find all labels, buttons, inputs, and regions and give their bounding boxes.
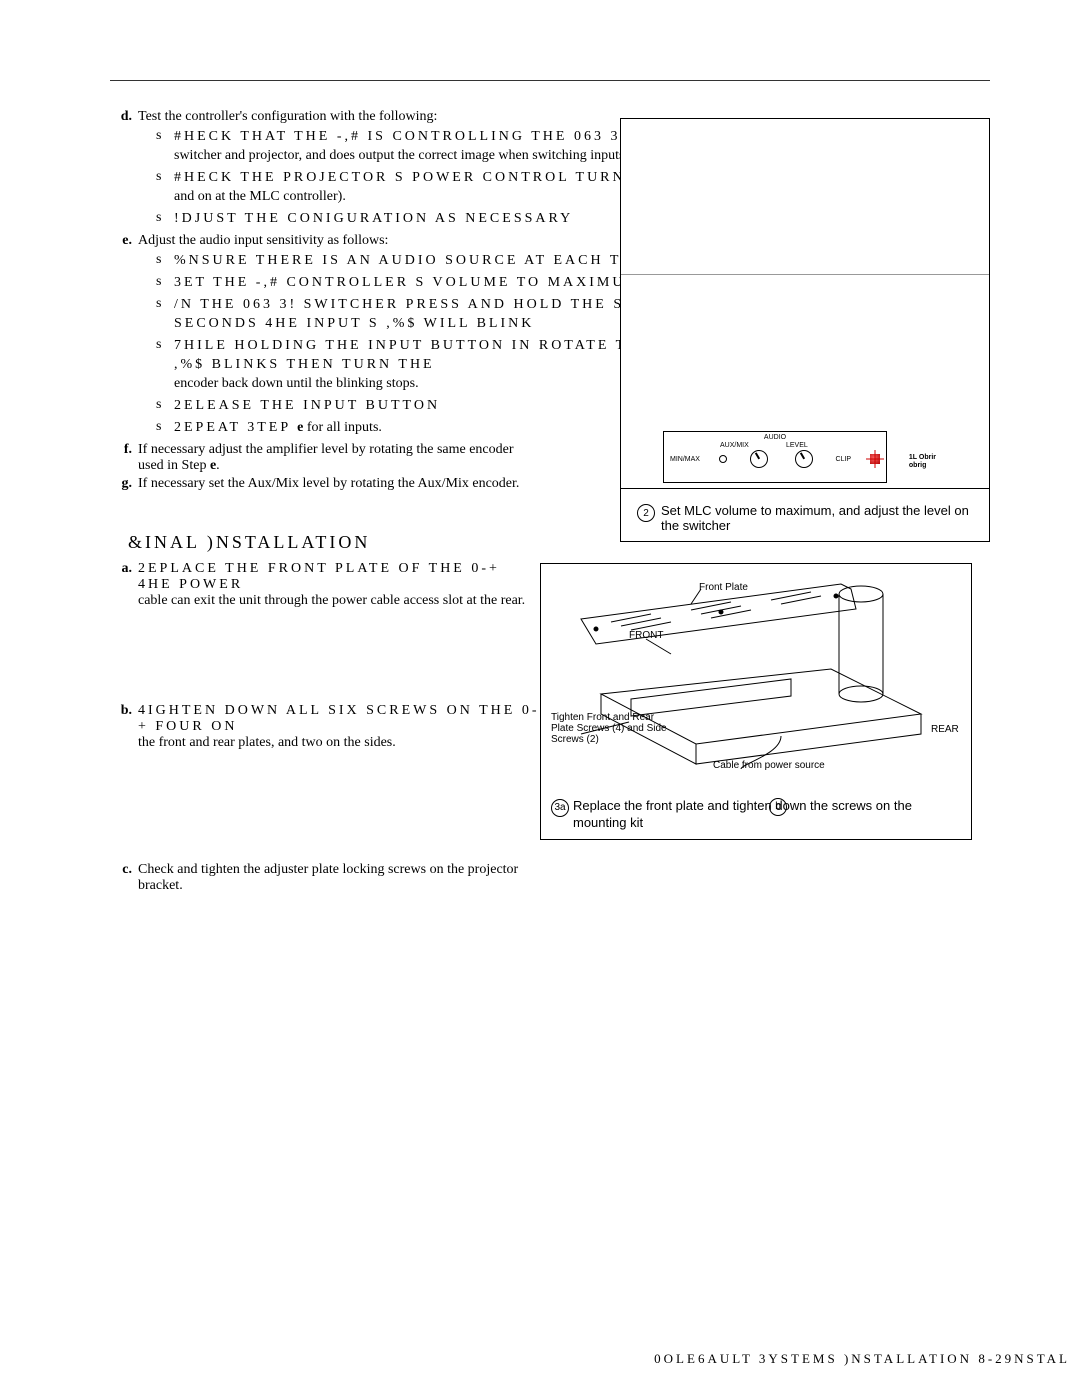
d-sub-1-tracked: #HECK THE PROJECTOR S POWER CONTROL TURN… [174, 170, 692, 185]
item-g: g. If necessary set the Aux/Mix level by… [110, 476, 540, 492]
final-b-letter: b. [110, 703, 138, 751]
final-a-plain: cable can exit the unit through the powe… [138, 593, 525, 608]
fig2-front: FRONT [629, 630, 663, 641]
item-letter-e: e. [110, 233, 138, 440]
minmax-label: MIN/MAX [670, 456, 700, 463]
panel-title: AUDIO [764, 434, 786, 441]
fig2-rear: REAR [931, 724, 959, 735]
e-sub-5-pre: 2EPEAT 3TEP [174, 420, 297, 435]
page-footer: 0OLE6AULT 3YSTEMS )NSTALLATION 8-29NSTAL [654, 1351, 1070, 1367]
figure-2: Front Plate FRONT REAR Tighten Front and… [540, 563, 972, 840]
level-label: LEVEL [786, 442, 808, 449]
fig2-badge-b: b [769, 798, 787, 816]
fig2-caption-text: Replace the front plate and tighten down… [573, 798, 912, 829]
item-letter-f: f. [110, 442, 138, 474]
final-b: b. 4IGHTEN DOWN ALL SIX SCREWS ON THE 0-… [110, 703, 540, 751]
side-text-2: obrig [909, 462, 936, 470]
e-sub-1-tracked: 3ET THE -,# CONTROLLER S VOLUME TO MAXIM… [174, 275, 641, 290]
fig2-tighten: Tighten Front and Rear Plate Screws (4) … [551, 712, 671, 745]
final-c-text: Check and tighten the adjuster plate loc… [138, 862, 540, 894]
fig2-cable: Cable from power source [713, 760, 825, 771]
final-b-tracked: 4IGHTEN DOWN ALL SIX SCREWS ON THE 0-+ F… [138, 703, 539, 734]
side-text-1: 1L Obrir [909, 454, 936, 462]
page: AUDIO AUX/MIX LEVEL MIN/MAX CLIP 1L Obri… [0, 0, 1080, 1397]
figure-1-caption-text: Set MLC volume to maximum, and adjust th… [661, 503, 979, 533]
figure-1-badge: 2 [637, 504, 655, 522]
item-letter-d: d. [110, 109, 138, 231]
final-c: c. Check and tighten the adjuster plate … [110, 862, 540, 894]
top-rule [110, 80, 990, 81]
e-sub-4-tracked: 2ELEASE THE INPUT BUTTON [174, 398, 440, 413]
figure-2-caption: 3a Replace the front plate and tighten d… [541, 794, 971, 839]
d-sub-1-plain: and on at the MLC controller). [174, 189, 346, 204]
item-f-pre: If necessary adjust the amplifier level … [138, 442, 514, 473]
aux-label: AUX/MIX [720, 442, 749, 449]
level-knob [795, 450, 813, 468]
final-b-plain: the front and rear plates, and two on th… [138, 735, 396, 750]
d-sub-0-plain: switcher and projector, and does output … [174, 148, 628, 163]
clip-led [870, 454, 880, 464]
final-a: a. 2EPLACE THE FRONT PLATE OF THE 0-+ 4H… [110, 561, 540, 609]
item-g-text: If necessary set the Aux/Mix level by ro… [138, 476, 540, 492]
fig2-badge-a: 3a [551, 799, 569, 817]
d-sub-0-tracked: #HECK THAT THE -,# IS CONTROLLING THE 06… [174, 129, 628, 144]
audio-panel: AUDIO AUX/MIX LEVEL MIN/MAX CLIP 1L Obri… [663, 431, 887, 483]
aux-knob [750, 450, 768, 468]
figure-1-caption: 2 Set MLC volume to maximum, and adjust … [637, 503, 979, 533]
item-letter-g: g. [110, 476, 138, 492]
final-c-letter: c. [110, 862, 138, 894]
final-a-letter: a. [110, 561, 138, 609]
final-a-tracked: 2EPLACE THE FRONT PLATE OF THE 0-+ 4HE P… [138, 561, 500, 592]
e-sub-3-plain: encoder back down until the blinking sto… [174, 376, 419, 391]
item-f-suf: . [216, 458, 220, 473]
item-f: f. If necessary adjust the amplifier lev… [110, 442, 520, 474]
e-sub-5-suf: for all inputs. [303, 420, 382, 435]
d-sub-2-tracked: !DJUST THE CONIGURATION AS NECESSARY [174, 211, 573, 226]
clip-label: CLIP [836, 456, 852, 463]
figure-1: AUDIO AUX/MIX LEVEL MIN/MAX CLIP 1L Obri… [620, 118, 990, 542]
fig2-front-plate: Front Plate [699, 582, 748, 593]
